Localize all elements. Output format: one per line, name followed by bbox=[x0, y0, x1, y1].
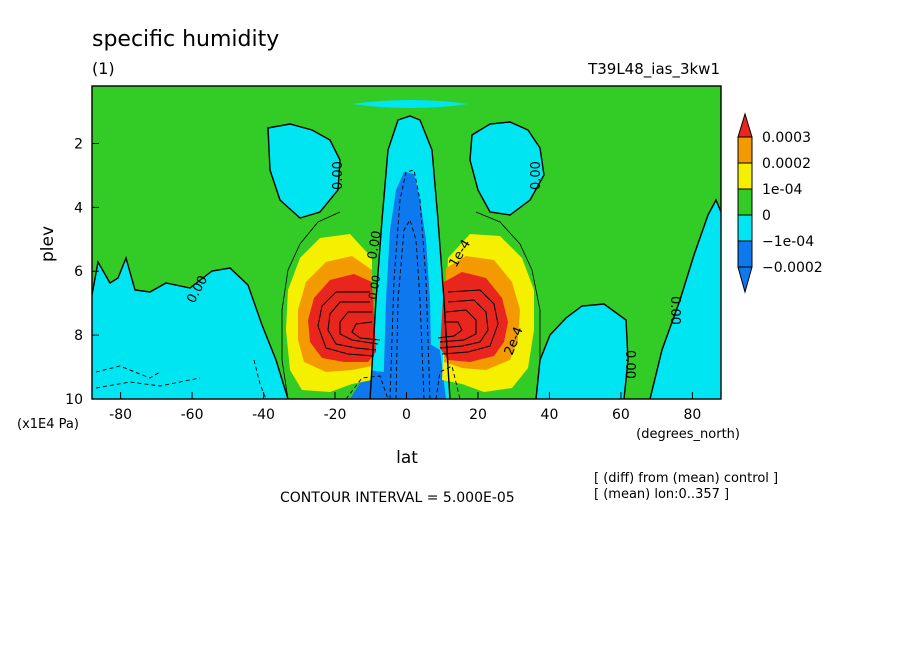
positive-contour-lines bbox=[281, 211, 541, 399]
colorbar-label: −0.0002 bbox=[762, 260, 823, 276]
chart-subtitle: (1) bbox=[92, 59, 115, 78]
contour-label: 0.00 bbox=[667, 296, 682, 325]
y-tick-label: 10 bbox=[65, 392, 83, 408]
contour-interval: CONTOUR INTERVAL = 5.000E-05 bbox=[280, 490, 515, 506]
x-tick-label: -60 bbox=[181, 407, 204, 423]
core-contour-lines bbox=[317, 289, 499, 357]
contour-label: 0.00 bbox=[622, 350, 637, 379]
contour-label: 0.00 bbox=[331, 161, 346, 190]
y-tick-label: 4 bbox=[74, 200, 83, 216]
colorbar-box bbox=[737, 240, 753, 268]
colorbar-label: −1e-04 bbox=[762, 234, 814, 250]
x-axis-units: (degrees_north) bbox=[636, 427, 740, 442]
x-tick-label: -80 bbox=[109, 407, 132, 423]
colorbar-label: 1e-04 bbox=[762, 182, 802, 198]
contour-label: 0.00 bbox=[529, 161, 544, 190]
contour-label: 0.00 bbox=[366, 274, 383, 300]
x-tick-label: -20 bbox=[324, 407, 347, 423]
x-tick-label: 80 bbox=[683, 407, 701, 423]
colorbar-box bbox=[737, 162, 753, 190]
mean-note: [ (mean) lon:0..357 ] bbox=[594, 487, 729, 502]
y-axis-label: plev bbox=[38, 226, 58, 262]
colorbar-boxes bbox=[737, 136, 753, 268]
positive-3-regions bbox=[308, 272, 508, 362]
x-tick-label: 60 bbox=[612, 407, 630, 423]
zero-contour-lines bbox=[92, 115, 721, 399]
y-axis-units: (x1E4 Pa) bbox=[17, 417, 79, 432]
diff-note: [ (diff) from (mean) control ] bbox=[594, 471, 778, 486]
colorbar-box bbox=[737, 188, 753, 216]
y-tick-label: 2 bbox=[74, 136, 83, 152]
colorbar-arrow-bottom bbox=[737, 266, 753, 294]
x-tick-label: -40 bbox=[252, 407, 275, 423]
colorbar-box bbox=[737, 136, 753, 164]
x-axis-ticks: -80 -60 -40 -20 0 20 40 60 80 bbox=[109, 392, 701, 423]
x-tick-label: 40 bbox=[541, 407, 559, 423]
run-label: T39L48_ias_3kw1 bbox=[587, 60, 720, 79]
y-axis-ticks: 2 4 6 8 10 bbox=[65, 136, 99, 408]
colorbar-label: 0 bbox=[762, 208, 771, 224]
x-axis-label: lat bbox=[396, 448, 418, 468]
colorbar-labels: 0.0003 0.0002 1e-04 0 −1e-04 −0.0002 bbox=[762, 130, 823, 276]
colorbar-label: 0.0003 bbox=[762, 130, 811, 146]
x-tick-label: 0 bbox=[402, 407, 411, 423]
x-tick-label: 20 bbox=[469, 407, 487, 423]
colorbar-label: 0.0002 bbox=[762, 156, 811, 172]
chart-title: specific humidity bbox=[92, 27, 279, 52]
colorbar-arrow-top bbox=[737, 112, 753, 138]
y-tick-label: 8 bbox=[74, 328, 83, 344]
contour-field: 0.00 0.00 0.00 0.00 0.00 0.00 0.00 1e-4 … bbox=[92, 86, 721, 399]
colorbar-box bbox=[737, 214, 753, 242]
y-tick-label: 6 bbox=[74, 264, 83, 280]
colorbar: 0.0003 0.0002 1e-04 0 −1e-04 −0.0002 bbox=[737, 112, 823, 294]
contour-label: 0.00 bbox=[365, 230, 385, 261]
